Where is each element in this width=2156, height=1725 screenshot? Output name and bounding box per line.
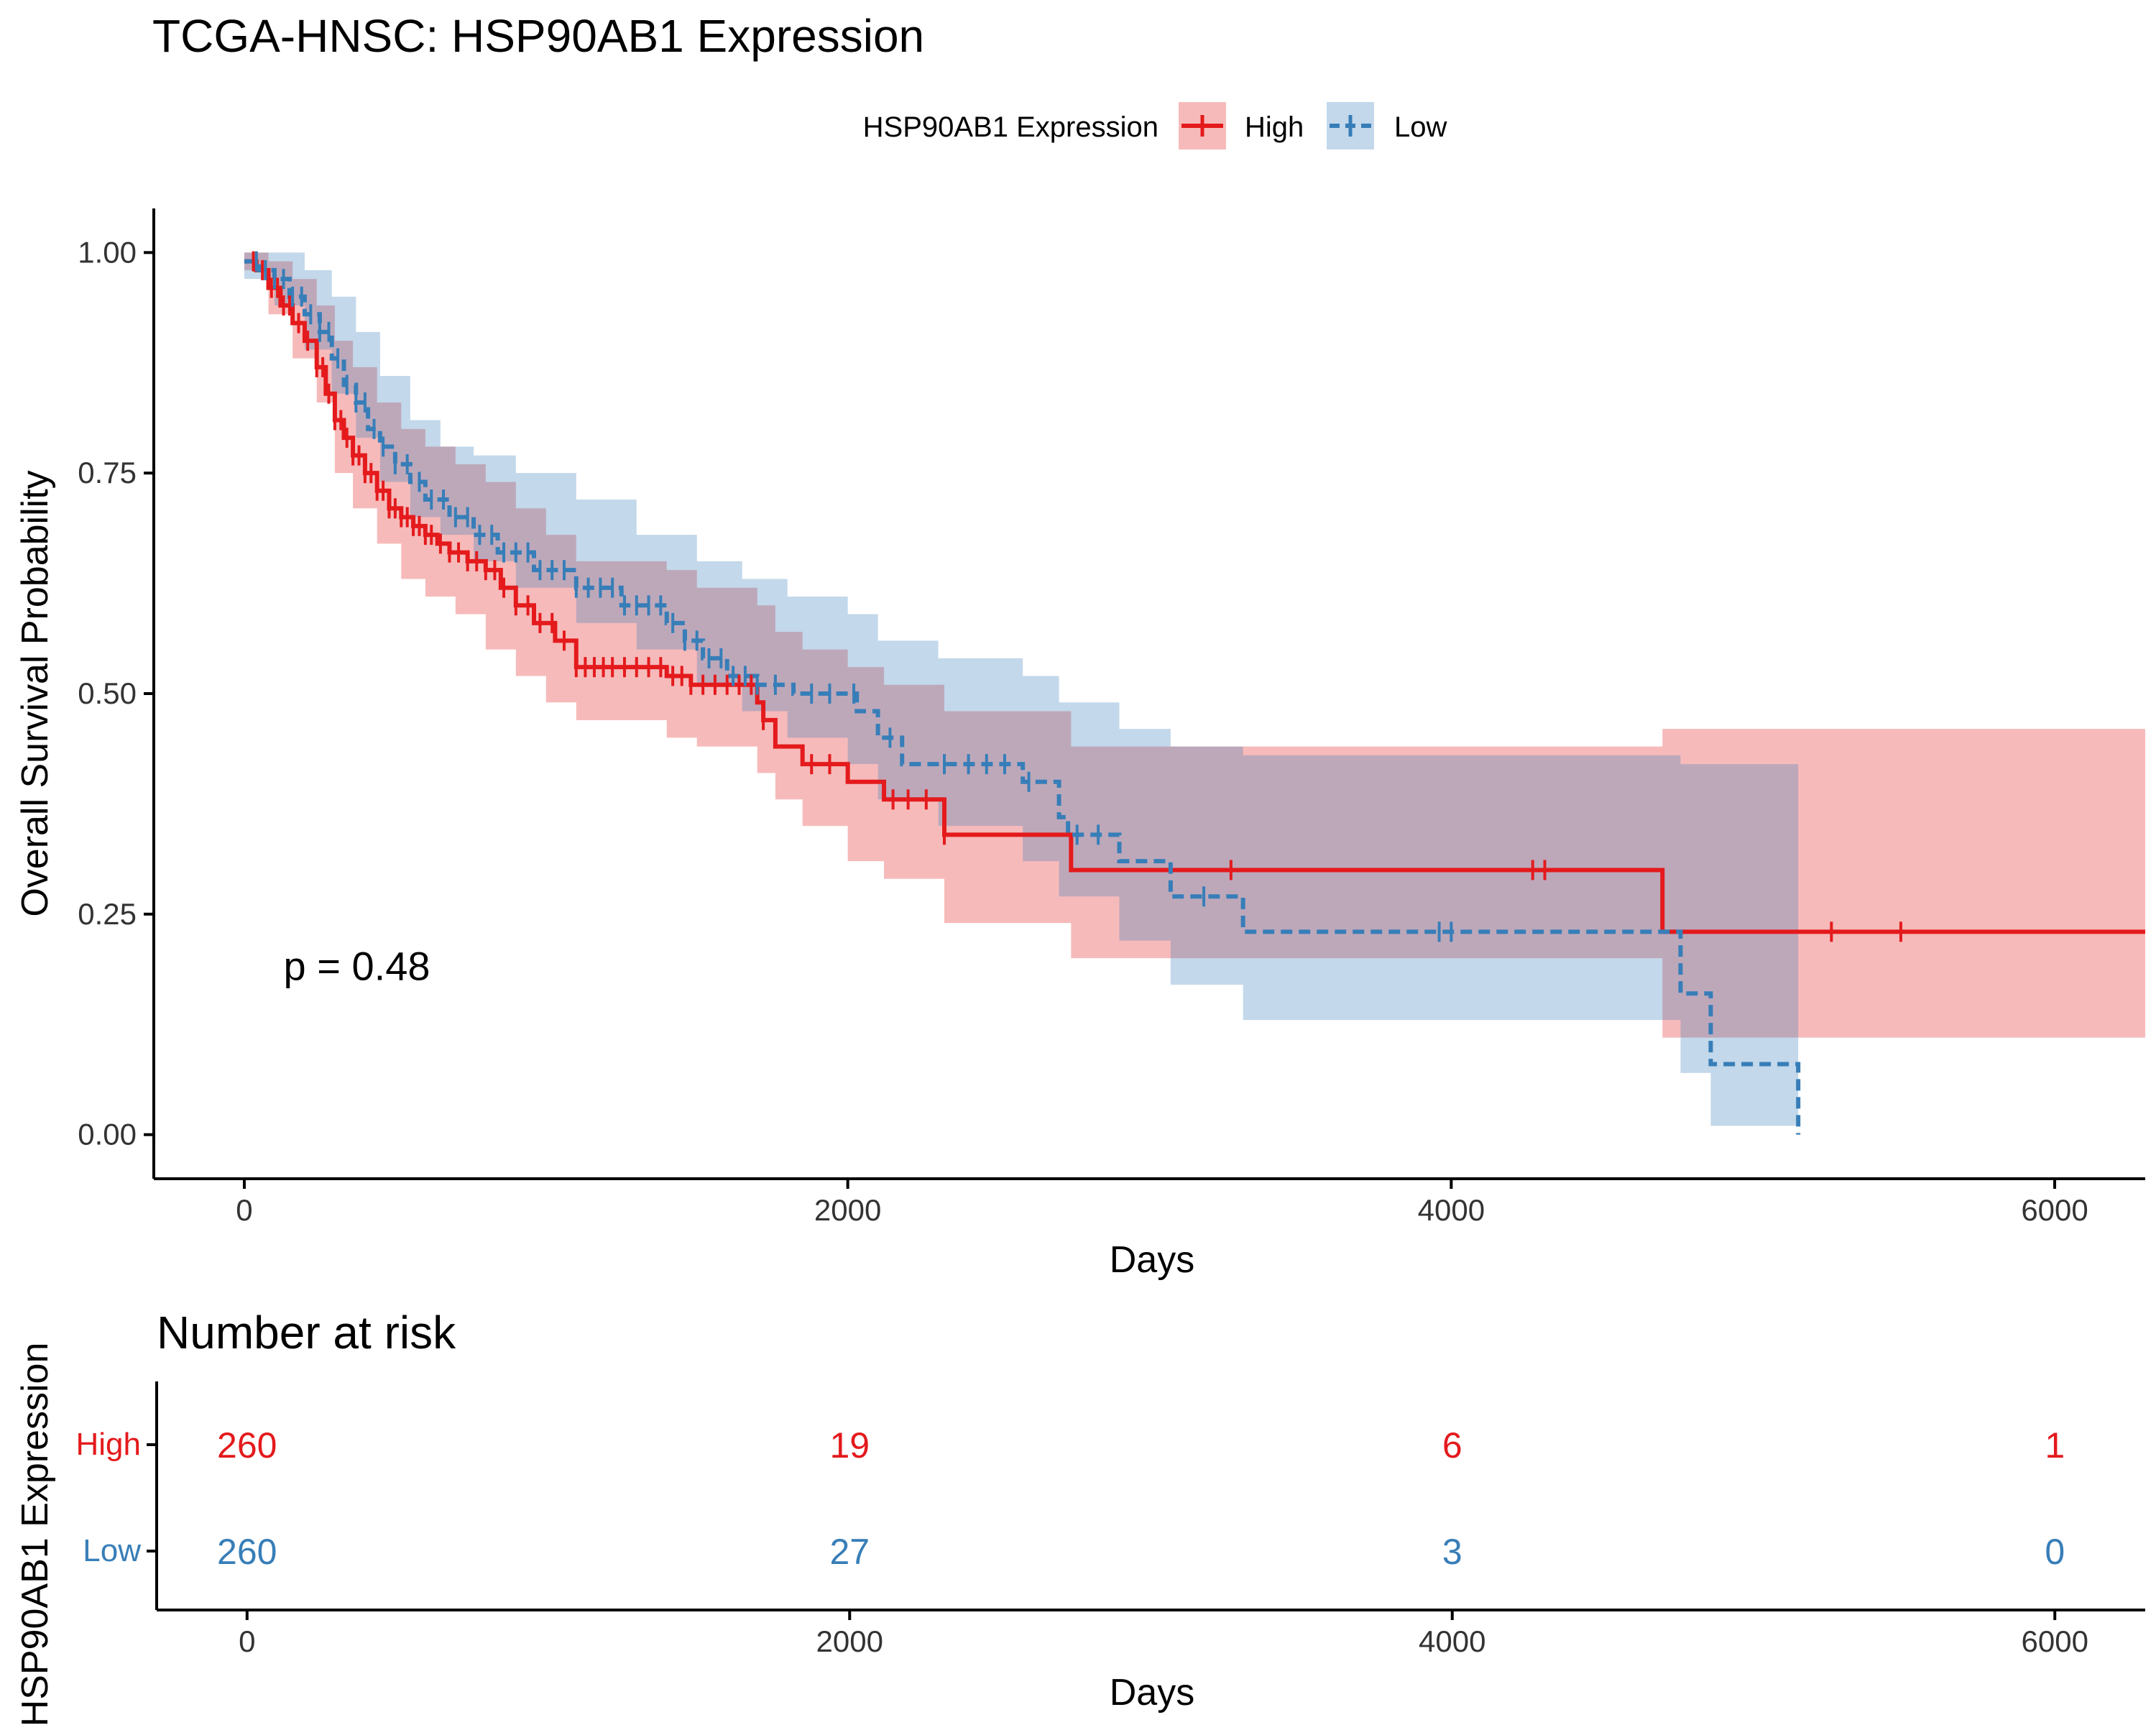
risk-cell-high: 260	[217, 1425, 277, 1466]
risk-y-axis-label: HSP90AB1 Expression	[14, 1343, 56, 1725]
legend: HSP90AB1 Expression High Low	[863, 102, 1447, 150]
x-tick-label: 4000	[1418, 1193, 1485, 1227]
risk-table-cells: 260 19 6 1 260 27 3 0	[217, 1425, 2065, 1572]
confidence-bands	[244, 252, 2145, 1126]
legend-title: HSP90AB1 Expression	[863, 111, 1158, 143]
risk-x-tick-label: 2000	[816, 1624, 883, 1658]
risk-x-axis-label: Days	[1110, 1672, 1194, 1714]
risk-cell-low: 0	[2045, 1532, 2065, 1572]
legend-item-low: Low	[1327, 102, 1447, 150]
x-tick-label: 2000	[814, 1193, 881, 1227]
risk-row-label-high: High	[76, 1427, 142, 1462]
chart-title: TCGA-HNSC: HSP90AB1 Expression	[152, 10, 924, 62]
risk-cell-high: 19	[829, 1425, 870, 1466]
risk-x-tick-label: 0	[239, 1624, 255, 1658]
x-axis-label: Days	[1110, 1239, 1194, 1281]
risk-cell-low: 3	[1442, 1532, 1462, 1572]
y-tick-label: 0.00	[78, 1118, 137, 1151]
x-tick-label: 6000	[2021, 1193, 2088, 1227]
risk-cell-low: 27	[829, 1532, 870, 1572]
risk-table: Number at risk High Low 0 2000 4000 6000 260 1…	[14, 1307, 2145, 1725]
legend-label-low: Low	[1394, 111, 1447, 143]
censor-marks	[252, 251, 1902, 942]
y-tick-label: 0.50	[78, 676, 137, 710]
survival-plot: 0.00 0.25 0.50 0.75 1.00 0 2000 4000 6000 p = 0.…	[14, 208, 2145, 1281]
y-tick-label: 0.25	[78, 897, 137, 931]
legend-item-high: High	[1179, 102, 1304, 150]
risk-row-label-low: Low	[83, 1533, 141, 1568]
survival-curve-low	[244, 259, 1801, 1135]
y-tick-label: 1.00	[78, 235, 137, 269]
p-value-annotation: p = 0.48	[284, 943, 430, 988]
risk-table-axes: High Low 0 2000 4000 6000	[76, 1381, 2145, 1658]
risk-table-title: Number at risk	[157, 1307, 456, 1358]
risk-x-tick-label: 6000	[2022, 1624, 2088, 1658]
risk-x-tick-label: 4000	[1419, 1624, 1485, 1658]
plot-axes: 0.00 0.25 0.50 0.75 1.00 0 2000 4000 6000	[78, 208, 2145, 1227]
risk-cell-high: 6	[1442, 1425, 1462, 1466]
confidence-band-low	[244, 252, 1799, 1126]
risk-cell-low: 260	[217, 1532, 277, 1572]
legend-label-high: High	[1245, 111, 1304, 143]
confidence-band-high	[244, 252, 2145, 1038]
x-tick-label: 0	[236, 1193, 252, 1227]
y-axis-label: Overall Survival Probability	[14, 470, 56, 916]
y-tick-label: 0.75	[78, 456, 137, 489]
risk-cell-high: 1	[2045, 1425, 2065, 1466]
